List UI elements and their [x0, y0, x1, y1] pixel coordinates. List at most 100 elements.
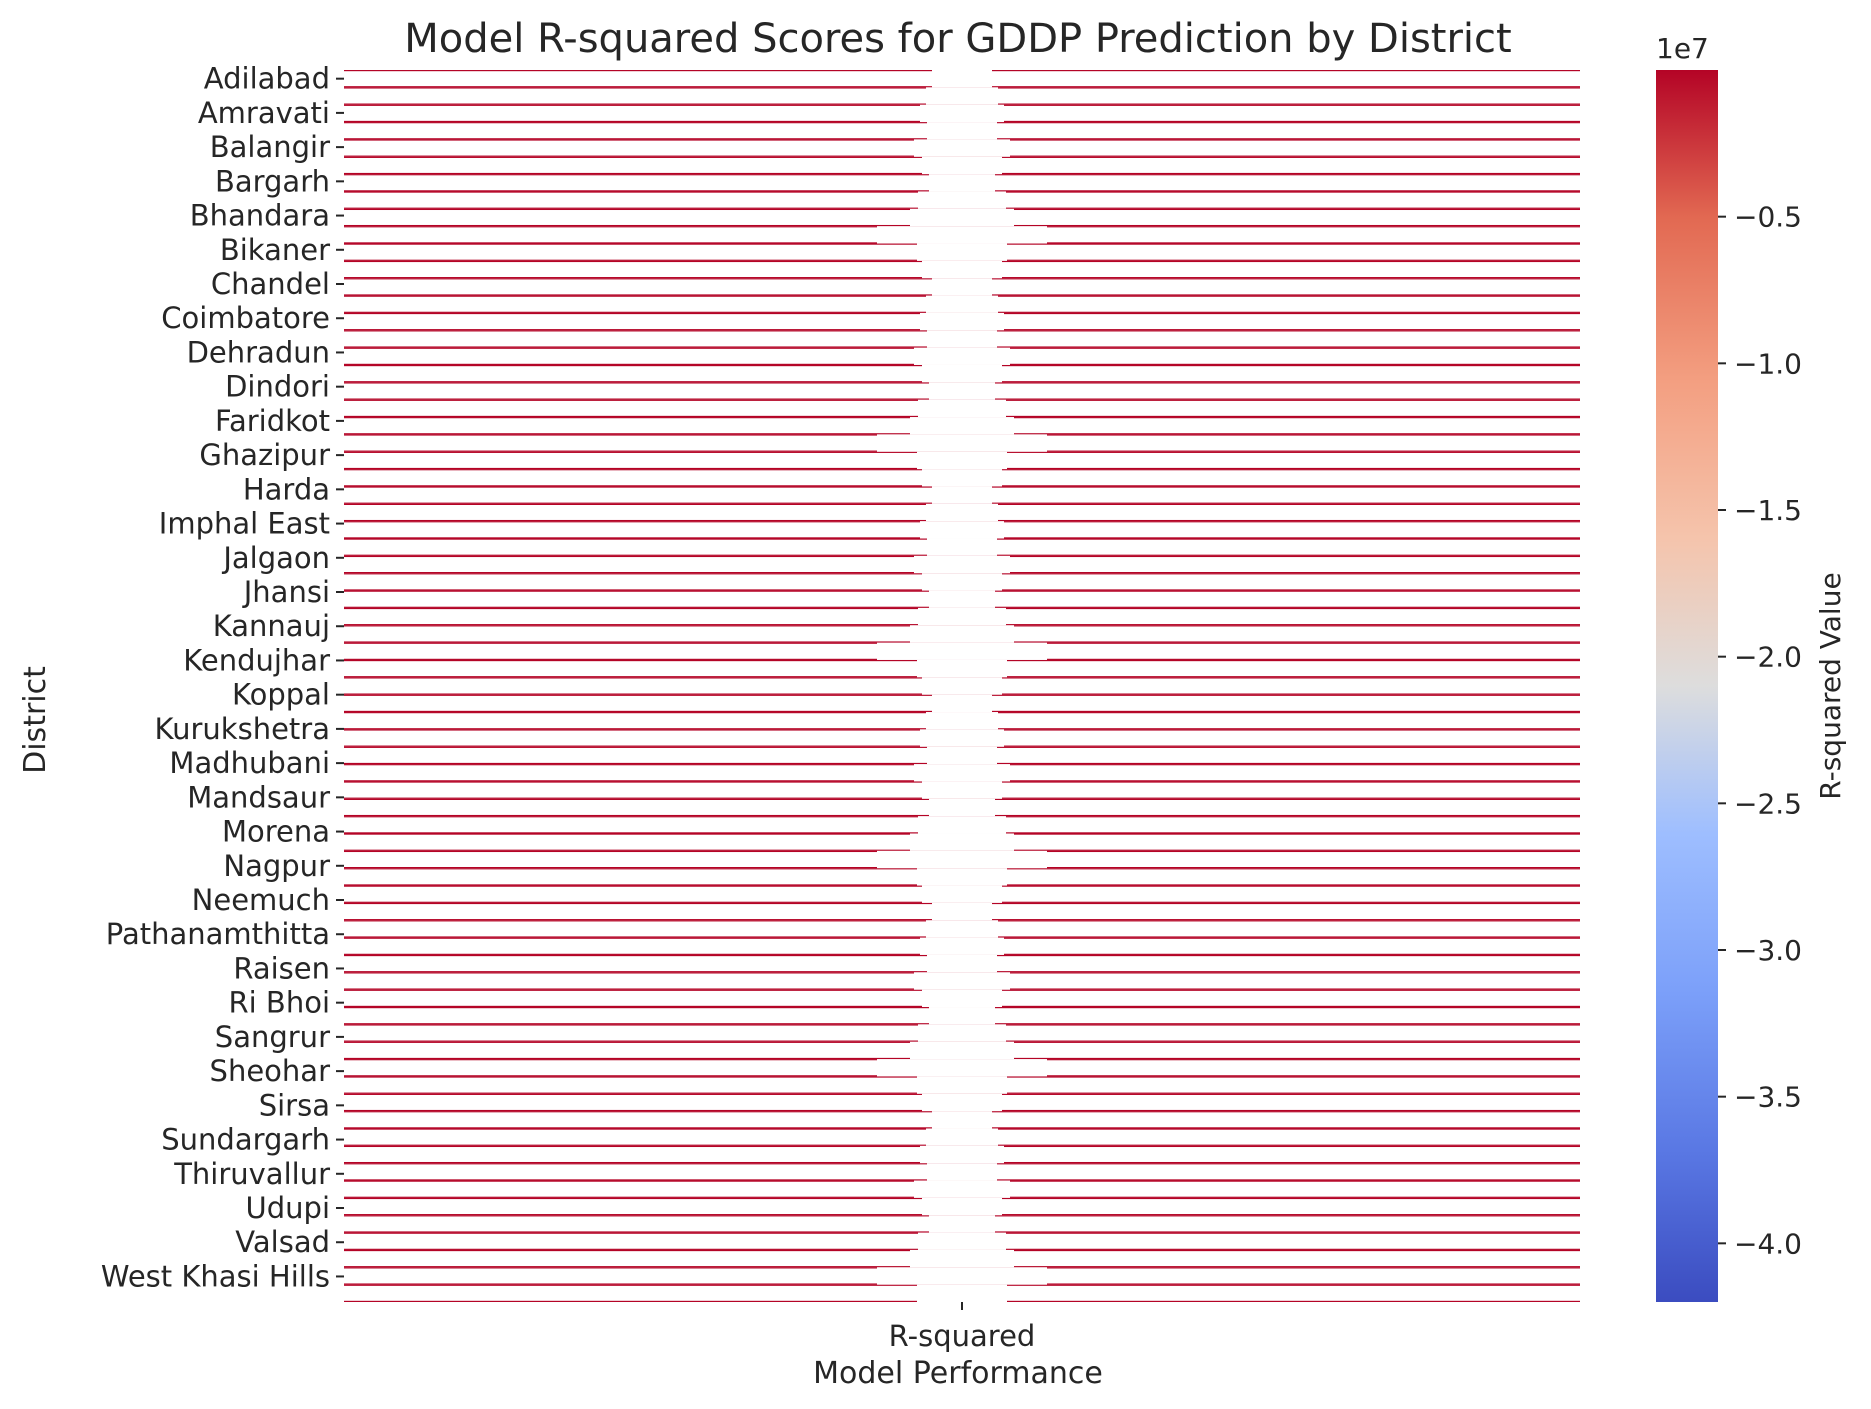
y-tick-label: Harda	[243, 472, 330, 506]
colorbar-tick-label: −1.0	[1734, 347, 1802, 380]
cell-annotation	[910, 625, 1014, 643]
cell-annotation	[910, 1249, 1014, 1268]
cell-annotation	[920, 1145, 1004, 1164]
y-tick-label: Bargarh	[215, 164, 330, 198]
y-tick-label: Faridkot	[215, 404, 330, 438]
cell-annotation	[927, 954, 997, 973]
y-tick-label: Sheohar	[210, 1054, 331, 1088]
cell-annotation	[910, 208, 1014, 227]
cell-annotation	[918, 1232, 1006, 1250]
y-tick-label: West Khasi Hills	[101, 1259, 330, 1293]
y-tick-label: Dindori	[225, 370, 330, 404]
cell-annotation	[910, 833, 1014, 851]
y-tick-label: Neemuch	[192, 883, 330, 917]
y-tick-label: Chandel	[211, 267, 330, 301]
y-tick-label: Thiruvallur	[173, 1157, 330, 1191]
cell-annotation	[917, 1284, 1007, 1302]
cell-annotation	[910, 1041, 1014, 1060]
cell-annotation	[918, 399, 1006, 418]
y-tick-label: Morena	[222, 815, 330, 849]
cell-annotation	[927, 1163, 997, 1181]
y-tick-label: Balangir	[210, 130, 330, 164]
cell-annotation	[922, 781, 1002, 799]
cell-annotation	[927, 330, 997, 348]
cell-annotation	[922, 156, 1002, 175]
cell-annotation	[918, 607, 1006, 626]
cell-annotation	[922, 469, 1002, 487]
y-tick-label: Valsad	[235, 1225, 330, 1259]
cell-annotation	[922, 260, 1002, 279]
cell-annotation	[910, 417, 1014, 435]
y-tick-label: Sundargarh	[161, 1123, 330, 1157]
cell-annotation	[922, 573, 1002, 591]
y-tick-label: Nagpur	[223, 849, 330, 883]
y-tick-label: Bhandara	[190, 199, 330, 233]
cell-annotation	[914, 764, 1010, 782]
cell-annotation	[929, 382, 995, 400]
y-tick-label: Imphal East	[159, 507, 330, 541]
colorbar-tick-label: −3.5	[1734, 1081, 1802, 1114]
cell-annotation	[920, 521, 1004, 539]
cell-annotation	[917, 868, 1007, 886]
cell-annotation	[926, 920, 998, 938]
cell-annotation	[914, 1180, 1010, 1198]
x-axis-ticks: R-squared	[889, 1302, 1035, 1353]
colorbar-tick-label: −0.5	[1734, 201, 1802, 234]
y-tick-label: Raisen	[233, 951, 330, 985]
colorbar-tick-label: −3.0	[1734, 934, 1802, 967]
cell-annotation	[920, 729, 1004, 747]
cell-annotation	[927, 122, 997, 140]
cell-annotation	[929, 1215, 995, 1233]
colorbar-tick-label: −2.5	[1734, 787, 1802, 820]
y-tick-label: Ri Bhoi	[229, 986, 331, 1020]
cell-annotation	[932, 902, 992, 921]
y-tick-label: Kurukshetra	[155, 712, 330, 746]
cell-annotation	[877, 850, 1047, 869]
cell-annotation	[926, 295, 998, 313]
cell-annotation	[926, 87, 998, 105]
cell-annotation	[932, 70, 992, 88]
cell-annotation	[920, 104, 1004, 123]
colorbar-tick-label: −1.5	[1734, 494, 1802, 527]
colorbar-label: R-squared Value	[1814, 572, 1847, 799]
cell-annotation	[918, 816, 1006, 834]
y-tick-label: Mandsaur	[187, 780, 330, 814]
cell-annotation	[927, 538, 997, 556]
y-tick-label: Jhansi	[242, 575, 330, 609]
y-tick-label: Koppal	[232, 678, 330, 712]
colorbar-offset-text: 1e7	[1656, 32, 1709, 65]
y-tick-label: Amravati	[198, 96, 330, 130]
cell-annotation	[932, 1111, 992, 1129]
y-tick-label: Kendujhar	[183, 643, 330, 677]
y-tick-label: Sirsa	[259, 1088, 330, 1122]
cell-annotation	[914, 347, 1010, 365]
colorbar	[1656, 70, 1718, 1302]
cell-annotation	[922, 885, 1002, 903]
y-tick-label: Pathanamthitta	[106, 917, 330, 951]
chart-title: Model R-squared Scores for GDDP Predicti…	[404, 16, 1511, 62]
cell-annotation	[877, 1059, 1047, 1077]
cell-annotation	[926, 503, 998, 522]
cell-annotation	[926, 1128, 998, 1146]
cell-annotation	[922, 989, 1002, 1008]
y-tick-label: Jalgaon	[221, 541, 330, 575]
cell-annotation	[914, 139, 1010, 157]
y-tick-label: Ghazipur	[199, 438, 330, 472]
heatmap-area	[344, 70, 1580, 1302]
cell-annotation	[922, 364, 1002, 383]
cell-annotation	[917, 659, 1007, 678]
cell-annotation	[917, 1076, 1007, 1094]
colorbar-tick-label: −2.0	[1734, 641, 1802, 674]
cell-annotation	[932, 486, 992, 504]
cell-annotation	[877, 434, 1047, 452]
cell-annotation	[877, 642, 1047, 660]
y-axis-ticks: AdilabadAmravatiBalangirBargarhBhandaraB…	[101, 62, 344, 1293]
cell-annotation	[920, 312, 1004, 331]
y-tick-label: Coimbatore	[161, 301, 330, 335]
cell-annotation	[932, 278, 992, 296]
cell-annotation	[927, 746, 997, 765]
cell-annotation	[914, 555, 1010, 574]
cell-annotation	[918, 191, 1006, 209]
cell-annotation	[922, 1093, 1002, 1112]
